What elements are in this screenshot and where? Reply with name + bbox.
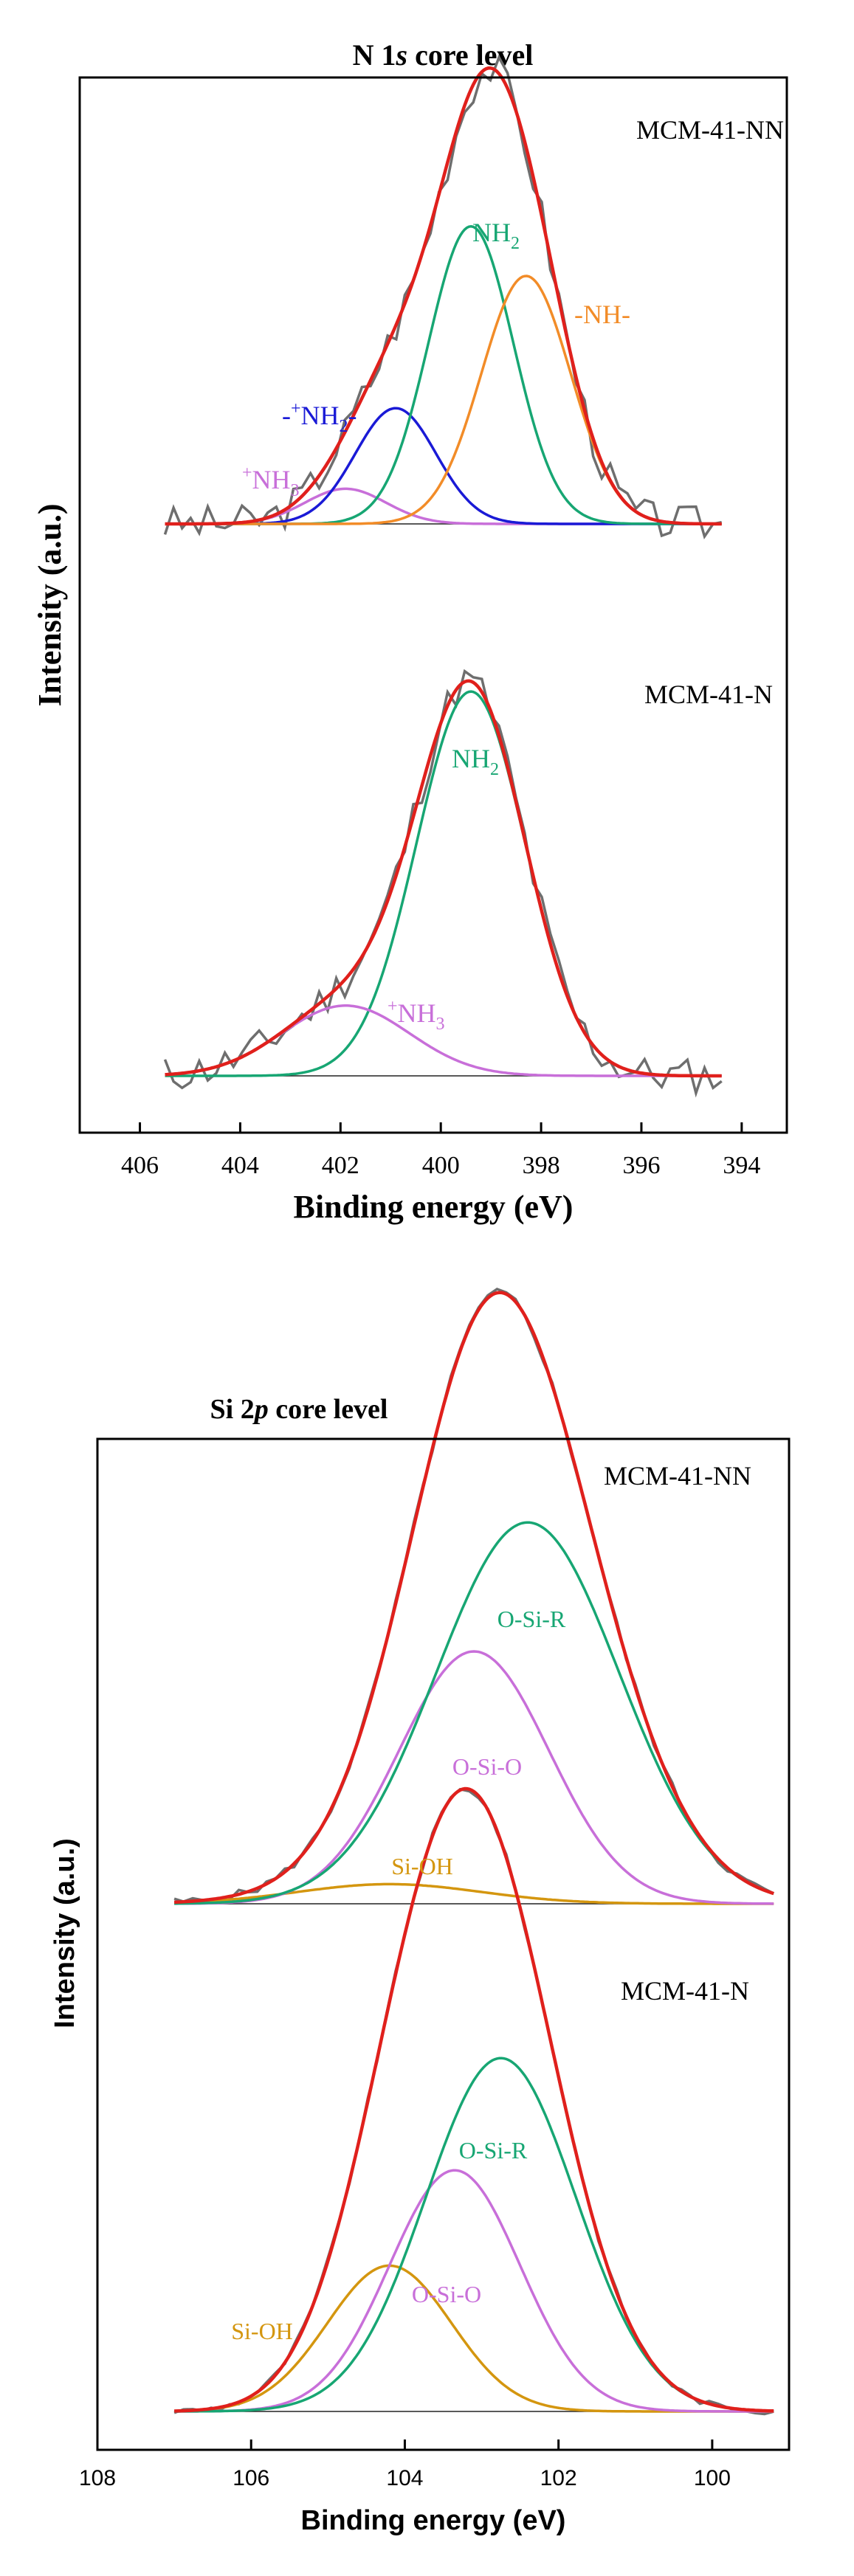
si2p-x-tick-label: 108 — [79, 2466, 116, 2490]
n1s-sample-label-nn: MCM-41-NN — [636, 115, 784, 145]
n1s-x-tick-label: 398 — [523, 1152, 560, 1179]
n1s-plot-frame — [78, 76, 788, 1134]
si2p-osir-label-top: O-Si-R — [497, 1606, 566, 1632]
si2p-panel: Si 2p core level 108 106 104 102 100 Binding… — [49, 1287, 791, 2536]
n1s-x-axis: 406 404 402 400 398 396 394 — [121, 1122, 760, 1179]
n1s-nh3-label-top: +NH3 — [242, 463, 300, 500]
n1s-fit-envelope-0 — [165, 66, 722, 526]
si2p-osir-label-bottom: O-Si-R — [459, 2137, 528, 2164]
si2p-plot-area — [173, 1287, 774, 2416]
n1s-fit-envelope-1 — [165, 679, 722, 1078]
si2p-component-o-si-r-1 — [174, 2057, 774, 2413]
n1s-x-tick-label: 402 — [322, 1152, 359, 1179]
si2p-component-si-oh-0 — [174, 1882, 774, 1905]
si2p-plot-frame — [96, 1437, 791, 2451]
n1s-nh3-label-bottom: +NH3 — [388, 997, 445, 1034]
si2p-sioh-label-bottom: Si-OH — [231, 2318, 293, 2344]
si2p-x-tick-label: 102 — [540, 2466, 577, 2490]
n1s-title: N 1s core level — [353, 38, 534, 72]
n1s-x-axis-label: Binding energy (eV) — [294, 1189, 574, 1225]
si2p-sample-label-n: MCM-41-N — [621, 1976, 749, 2006]
si2p-osio-label-bottom: O-Si-O — [412, 2281, 481, 2307]
si2p-fit-envelope-1 — [174, 1786, 774, 2413]
n1s-plot-area — [163, 54, 723, 1098]
n1s-nh2plus-label-top: -+NH2- — [282, 399, 357, 436]
si2p-title: Si 2p core level — [210, 1394, 388, 1425]
si2p-x-axis-label: Binding energy (eV) — [301, 2505, 566, 2536]
n1s-x-tick-label: 396 — [622, 1152, 660, 1179]
n1s-sample-label-n: MCM-41-N — [644, 680, 773, 709]
n1s-x-tick-label: 406 — [121, 1152, 159, 1179]
n1s-nh-label-top: -NH- — [574, 300, 630, 329]
si2p-x-tick-label: 100 — [694, 2466, 731, 2490]
n1s-x-tick-label: 400 — [422, 1152, 460, 1179]
si2p-sioh-label-top: Si-OH — [391, 1853, 453, 1879]
n1s-nh2-label-top: NH2 — [472, 218, 520, 253]
n1s-component-nh-0 — [165, 274, 722, 525]
n1s-panel: N 1s core level 406 404 402 400 398 396 394 Bi… — [32, 38, 788, 1225]
n1s-y-axis-label: Intensity (a.u.) — [32, 503, 68, 706]
si2p-fit-envelope-0 — [174, 1291, 774, 1905]
n1s-x-tick-label: 404 — [221, 1152, 259, 1179]
si2p-osio-label-top: O-Si-O — [452, 1753, 522, 1780]
si2p-y-axis-label: Intensity (a.u.) — [49, 1838, 80, 2028]
si2p-x-tick-label: 104 — [386, 2466, 423, 2490]
n1s-x-tick-label: 394 — [723, 1152, 760, 1179]
si2p-component-o-si-o-1 — [174, 2169, 774, 2413]
si2p-sample-label-nn: MCM-41-NN — [604, 1461, 751, 1491]
si2p-x-tick-label: 106 — [233, 2466, 269, 2490]
si2p-x-axis: 108 106 104 102 100 — [79, 2439, 731, 2490]
si2p-component-o-si-r-0 — [174, 1521, 774, 1905]
n1s-nh2-label-bottom: NH2 — [452, 744, 499, 779]
